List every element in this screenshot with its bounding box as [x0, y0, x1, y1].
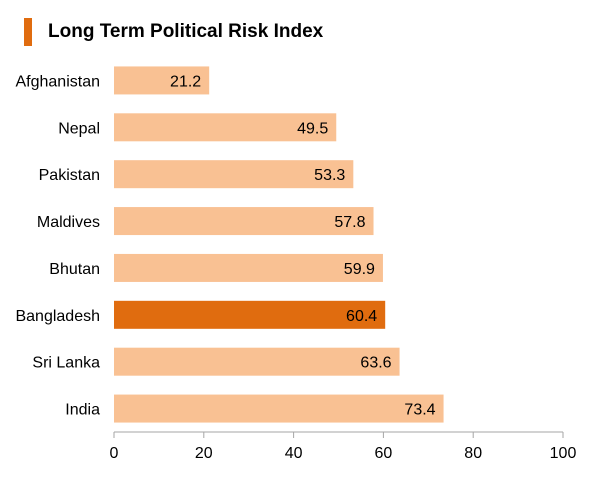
x-tick-label: 0: [110, 445, 119, 462]
x-tick-label: 80: [464, 445, 482, 462]
bar-nepal: [114, 113, 337, 142]
data-label: 63.6: [360, 355, 391, 372]
x-tick-label: 60: [375, 445, 393, 462]
data-label: 57.8: [334, 214, 365, 231]
x-tick-label: 40: [285, 445, 303, 462]
category-label: Nepal: [58, 120, 100, 137]
bar-afghanistan: [114, 66, 210, 95]
chart-title: Long Term Political Risk Index: [48, 21, 324, 42]
data-label: 59.9: [344, 261, 375, 278]
category-label: India: [65, 402, 100, 419]
x-tick-label: 20: [195, 445, 213, 462]
bar-maldives: [114, 207, 374, 236]
data-label: 49.5: [297, 120, 328, 137]
category-label: Pakistan: [39, 167, 100, 184]
category-label: Afghanistan: [15, 73, 100, 90]
category-label: Bhutan: [49, 261, 100, 278]
category-label: Sri Lanka: [32, 355, 100, 372]
x-tick-label: 100: [550, 445, 577, 462]
title-accent-bar: [24, 18, 32, 46]
bar-sri-lanka: [114, 347, 400, 376]
data-label: 73.4: [404, 402, 435, 419]
category-label: Maldives: [37, 214, 100, 231]
category-label: Bangladesh: [15, 308, 100, 325]
data-label: 21.2: [170, 73, 201, 90]
bar-bangladesh: [114, 300, 386, 329]
data-label: 60.4: [346, 308, 377, 325]
bar-bhutan: [114, 253, 383, 282]
bar-pakistan: [114, 160, 354, 189]
bar-india: [114, 394, 444, 423]
data-label: 53.3: [314, 167, 345, 184]
